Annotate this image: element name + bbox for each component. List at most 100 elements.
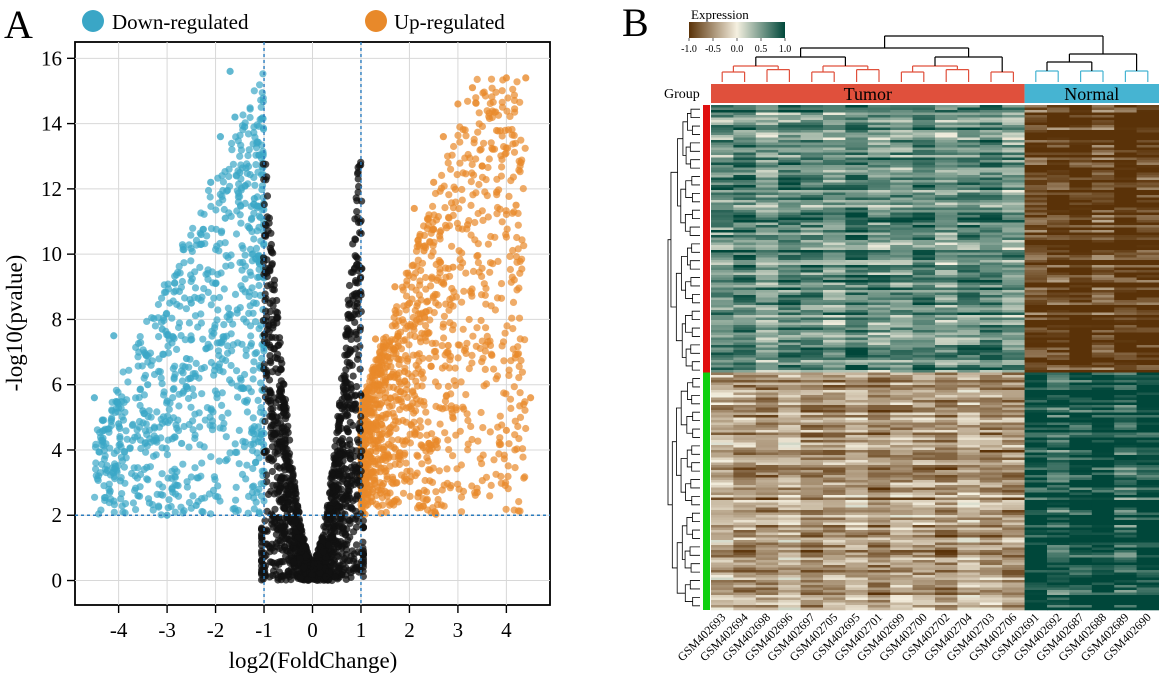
- up-point: [391, 417, 400, 425]
- heatmap-cell: [711, 220, 734, 223]
- heatmap-cell: [912, 235, 936, 238]
- heatmap-cell: [935, 110, 958, 113]
- heatmap-cell: [979, 225, 1003, 228]
- heatmap-cell: [755, 192, 779, 196]
- down-point: [97, 436, 105, 444]
- down-point: [143, 475, 151, 483]
- ns-point: [263, 213, 271, 221]
- up-point: [515, 284, 523, 292]
- up-point: [513, 78, 521, 86]
- down-point: [174, 482, 182, 490]
- heatmap-cell: [711, 117, 734, 121]
- heatmap-cell: [845, 142, 869, 146]
- down-point: [192, 359, 200, 367]
- heatmap-cell: [867, 157, 891, 161]
- up-point: [407, 421, 416, 430]
- heatmap-cell: [979, 247, 1003, 251]
- down-point: [187, 473, 195, 481]
- up-point: [511, 464, 519, 472]
- heatmap-cell: [823, 147, 846, 151]
- heatmap-cell: [979, 210, 1003, 213]
- heatmap-cell: [755, 227, 779, 231]
- down-point: [259, 115, 267, 123]
- down-point: [187, 299, 195, 307]
- heatmap-cell: [912, 195, 936, 198]
- heatmap-cell: [845, 115, 869, 118]
- heatmap-cell: [935, 207, 958, 211]
- down-point: [221, 239, 229, 247]
- group-segment-label: Normal: [1064, 84, 1119, 104]
- heatmap-cell: [957, 192, 981, 196]
- heatmap-cell: [823, 215, 846, 218]
- heatmap-cell: [935, 167, 958, 171]
- up-point: [467, 231, 475, 239]
- up-point: [385, 498, 393, 506]
- up-point: [511, 417, 519, 425]
- heatmap-cell: [867, 132, 891, 136]
- down-point: [250, 87, 258, 95]
- down-point: [187, 257, 195, 265]
- heatmap-cell: [1114, 225, 1137, 228]
- down-point: [187, 244, 195, 253]
- heatmap-cell: [1136, 247, 1159, 251]
- heatmap-cell: [979, 212, 1003, 216]
- heatmap-cell: [1114, 187, 1137, 191]
- heatmap-cell: [979, 137, 1003, 141]
- down-point: [210, 329, 218, 337]
- up-point: [433, 437, 442, 445]
- down-point: [211, 279, 220, 288]
- heatmap-cell: [1002, 127, 1025, 131]
- heatmap-cell: [890, 105, 913, 108]
- down-point: [225, 310, 233, 318]
- heatmap-cell: [778, 135, 801, 138]
- up-point: [446, 319, 454, 327]
- down-point: [142, 448, 150, 456]
- row-dendrogram-branch: [691, 495, 700, 506]
- heatmap-cell: [800, 205, 824, 208]
- up-point: [518, 255, 526, 263]
- heatmap-cell: [845, 187, 869, 191]
- up-point: [365, 384, 373, 392]
- heatmap-cell: [1024, 235, 1048, 238]
- heatmap-cell: [845, 182, 869, 186]
- heatmap-cell: [845, 247, 869, 251]
- heatmap-cell: [935, 237, 958, 241]
- down-point: [100, 482, 108, 490]
- up-point: [418, 382, 426, 390]
- down-point: [175, 262, 183, 270]
- heatmap-cell: [778, 155, 801, 158]
- up-point: [415, 501, 423, 510]
- down-point: [215, 247, 223, 255]
- up-point: [488, 351, 496, 359]
- heatmap-cell: [1002, 142, 1025, 146]
- up-point: [505, 371, 513, 379]
- heatmap-cell: [1114, 162, 1137, 166]
- heatmap-cell: [1024, 147, 1048, 151]
- heatmap-cell: [1047, 177, 1070, 181]
- heatmap-cell: [1091, 125, 1115, 128]
- up-point: [416, 230, 424, 238]
- heatmap-cell: [1136, 105, 1159, 108]
- ns-point: [342, 575, 350, 584]
- heatmap-cell: [1047, 142, 1070, 146]
- heatmap-cell: [979, 220, 1003, 223]
- heatmap-cell: [1024, 175, 1048, 178]
- row-dendrogram-branch: [691, 192, 700, 203]
- ns-point: [348, 361, 356, 369]
- heatmap-cell: [935, 240, 958, 243]
- heatmap-cell: [912, 225, 936, 228]
- up-point: [511, 354, 519, 362]
- up-point: [446, 295, 454, 303]
- heatmap-cell: [1024, 227, 1048, 231]
- down-point: [137, 444, 145, 453]
- heatmap-cell: [890, 217, 913, 221]
- legend-tick-label: -1.0: [681, 44, 697, 55]
- heatmap-cell: [957, 162, 981, 166]
- heatmap-cell: [778, 237, 801, 241]
- heatmap-cell: [867, 147, 891, 151]
- ns-point: [291, 518, 299, 527]
- down-point: [160, 288, 169, 296]
- up-point: [453, 465, 461, 473]
- heatmap-cell: [733, 250, 757, 253]
- heatmap-cell: [1114, 240, 1137, 243]
